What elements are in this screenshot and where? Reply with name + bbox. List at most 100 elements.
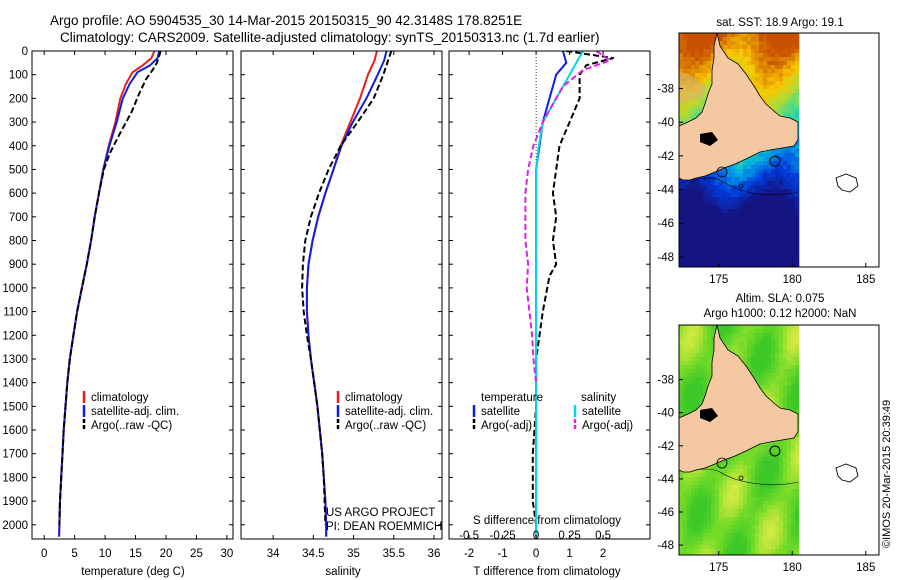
heatmap-cell xyxy=(747,353,752,358)
heatmap-cell xyxy=(771,181,776,186)
heatmap-cell xyxy=(715,241,720,246)
heatmap-cell xyxy=(719,233,724,238)
heatmap-cell xyxy=(783,165,788,170)
heatmap-cell xyxy=(699,497,704,502)
heatmap-cell xyxy=(763,33,768,38)
heatmap-cell xyxy=(755,77,760,82)
heatmap-cell xyxy=(771,149,776,154)
heatmap-cell xyxy=(691,49,696,54)
heatmap-cell xyxy=(783,97,788,102)
heatmap-cell xyxy=(767,249,772,254)
heatmap-cell xyxy=(735,521,740,526)
heatmap-cell xyxy=(747,69,752,74)
heatmap-cell xyxy=(795,477,800,482)
heatmap-cell xyxy=(787,393,792,398)
heatmap-cell xyxy=(787,541,792,546)
heatmap-cell xyxy=(771,509,776,514)
heatmap-cell xyxy=(735,185,740,190)
heatmap-cell xyxy=(759,473,764,478)
heatmap-cell xyxy=(779,225,784,230)
heatmap-cell xyxy=(711,485,716,490)
heatmap-cell xyxy=(779,77,784,82)
heatmap-cell xyxy=(743,165,748,170)
heatmap-cell xyxy=(703,61,708,66)
series-line-argo-raw-qc- xyxy=(58,51,162,525)
heatmap-cell xyxy=(687,37,692,42)
heatmap-cell xyxy=(763,369,768,374)
heatmap-cell xyxy=(779,525,784,530)
heatmap-cell xyxy=(779,253,784,258)
heatmap-cell xyxy=(711,233,716,238)
heatmap-cell xyxy=(703,529,708,534)
heatmap-cell xyxy=(703,545,708,550)
heatmap-cell xyxy=(795,265,800,267)
heatmap-cell xyxy=(687,337,692,342)
legend-label-climatology: climatology xyxy=(91,392,149,404)
heatmap-cell xyxy=(771,513,776,518)
heatmap-cell xyxy=(723,329,728,334)
depth-tick-label: 500 xyxy=(9,164,28,176)
heatmap-cell xyxy=(771,237,776,242)
heatmap-cell xyxy=(775,65,780,70)
heatmap-cell xyxy=(779,473,784,478)
heatmap-cell xyxy=(739,173,744,178)
heatmap-cell xyxy=(783,73,788,78)
heatmap-cell xyxy=(755,41,760,46)
heatmap-cell xyxy=(755,377,760,382)
heatmap-cell xyxy=(767,381,772,386)
heatmap-cell xyxy=(767,229,772,234)
heatmap-cell xyxy=(767,481,772,486)
heatmap-cell xyxy=(731,497,736,502)
heatmap-cell xyxy=(795,213,800,218)
heatmap-cell xyxy=(775,505,780,510)
heatmap-cell xyxy=(751,73,756,78)
heatmap-cell xyxy=(751,77,756,82)
heatmap-cell xyxy=(783,89,788,94)
heatmap-cell xyxy=(679,393,684,398)
heatmap-cell xyxy=(699,249,704,254)
heatmap-cell xyxy=(715,221,720,226)
heatmap-cell xyxy=(695,241,700,246)
heatmap-cell xyxy=(771,465,776,470)
heatmap-cell xyxy=(775,509,780,514)
heatmap-cell xyxy=(767,485,772,490)
heatmap-cell xyxy=(739,489,744,494)
heatmap-cell xyxy=(727,169,732,174)
heatmap-cell xyxy=(711,533,716,538)
heatmap-cell xyxy=(795,405,800,410)
heatmap-cell xyxy=(775,265,780,267)
heatmap-cell xyxy=(775,545,780,550)
heatmap-cell xyxy=(771,353,776,358)
heatmap-cell xyxy=(755,225,760,230)
heatmap-cell xyxy=(751,473,756,478)
heatmap-cell xyxy=(699,397,704,402)
heatmap-cell xyxy=(783,261,788,266)
heatmap-cell xyxy=(755,237,760,242)
depth-tick-label: 2000 xyxy=(2,520,28,532)
heatmap-cell xyxy=(723,237,728,242)
heatmap-cell xyxy=(783,33,788,38)
heatmap-cell xyxy=(783,245,788,250)
heatmap-cell xyxy=(727,53,732,58)
heatmap-cell xyxy=(783,345,788,350)
heatmap-cell xyxy=(739,517,744,522)
heatmap-cell xyxy=(771,229,776,234)
heatmap-cell xyxy=(699,101,704,106)
heatmap-cell xyxy=(771,41,776,46)
heatmap-cell xyxy=(715,209,720,214)
heatmap-cell xyxy=(791,237,796,242)
heatmap-cell xyxy=(775,97,780,102)
heatmap-cell xyxy=(787,157,792,162)
heatmap-cell xyxy=(763,525,768,530)
heatmap-cell xyxy=(695,493,700,498)
heatmap-cell xyxy=(783,553,788,555)
heatmap-cell xyxy=(723,265,728,267)
heatmap-cell xyxy=(795,393,800,398)
heatmap-cell xyxy=(795,37,800,42)
heatmap-cell xyxy=(755,545,760,550)
heatmap-cell xyxy=(755,257,760,262)
heatmap-cell xyxy=(775,53,780,58)
heatmap-cell xyxy=(755,205,760,210)
heatmap-cell xyxy=(747,229,752,234)
heatmap-cell xyxy=(751,49,756,54)
